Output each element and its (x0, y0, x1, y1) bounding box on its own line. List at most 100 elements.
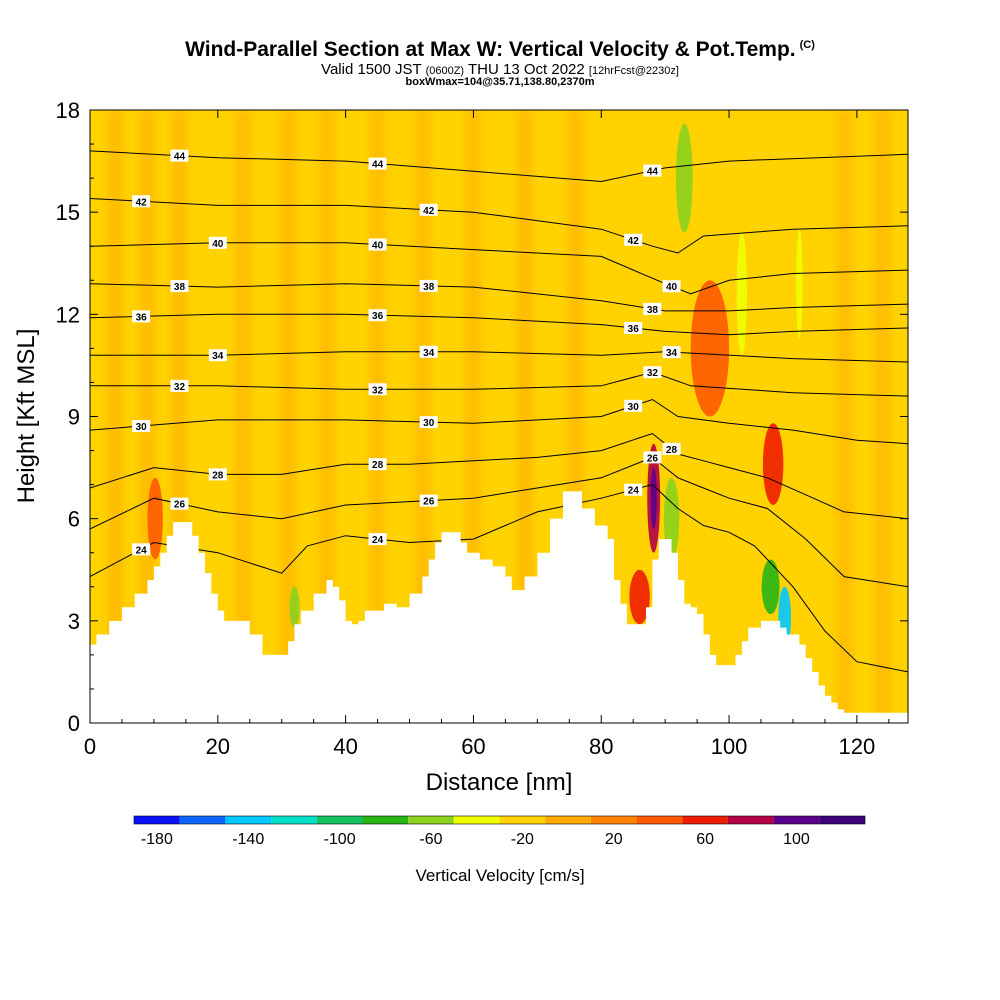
theta-contour-38 (90, 283, 908, 312)
theta-contour-44 (90, 150, 908, 183)
contour-label: 38 (423, 282, 435, 293)
contour-label: 36 (136, 312, 148, 323)
contour-label-bg (368, 238, 387, 251)
x-tick-label: 120 (839, 734, 876, 759)
theta-contour-26 (90, 456, 908, 588)
chart-title: Wind-Parallel Section at Max W: Vertical… (0, 38, 1000, 62)
weak-ascent-streak (516, 110, 533, 723)
x-tick-label: 80 (589, 734, 613, 759)
y-tick-label: 6 (68, 507, 80, 532)
contour-label: 32 (174, 382, 186, 393)
x-tick-label: 60 (461, 734, 485, 759)
contour-label: 44 (372, 160, 384, 171)
colorbar-swatch (590, 816, 637, 824)
contour-label-bg (624, 399, 643, 412)
contour-label-bg (419, 416, 438, 429)
theta-contour-34 (90, 351, 908, 363)
contour-label-bg (643, 164, 662, 177)
colorbar-tick-label: -180 (141, 831, 173, 848)
contour-label: 42 (628, 236, 640, 247)
contour-label-bg (368, 533, 387, 546)
contour-label: 44 (174, 152, 186, 163)
contour-label-bg (368, 458, 387, 471)
contour-label-bg (170, 379, 189, 392)
theta-contour-28 (90, 432, 908, 520)
x-axis-title: Distance [nm] (426, 769, 573, 796)
contour-label: 24 (628, 486, 640, 497)
contour-label: 32 (647, 368, 659, 379)
y-axis-title: Height [Kft MSL] (13, 329, 40, 504)
theta-contour-32 (90, 371, 908, 397)
valid-time: Valid 1500 JST (321, 61, 422, 78)
contour-label: 28 (666, 445, 678, 456)
weak-ascent-streak (235, 110, 252, 723)
contour-label: 34 (666, 348, 678, 359)
contour-label-bg (132, 543, 151, 556)
contour-label-bg (624, 321, 643, 334)
contour-label: 40 (372, 241, 384, 252)
velocity-streaks (107, 110, 891, 723)
chart-title-text: Wind-Parallel Section at Max W: Vertical… (185, 38, 796, 61)
contour-label-bg (170, 280, 189, 293)
weak-ascent-streak (874, 110, 891, 723)
contour-label: 26 (174, 500, 186, 511)
velocity-cell (650, 467, 657, 529)
contour-label: 34 (423, 348, 435, 359)
colorbar-tick-label: 20 (605, 831, 623, 848)
contour-label-bg (208, 468, 227, 481)
x-tick-label: 100 (711, 734, 748, 759)
forecast-info: [12hrFcst@2230z] (588, 65, 679, 77)
colorbar-swatch (362, 816, 409, 824)
contour-label: 36 (628, 324, 640, 335)
velocity-cell (796, 229, 803, 339)
colorbar-swatch (636, 816, 683, 824)
contour-label: 38 (174, 282, 186, 293)
theta-contour-labels: 24 24 24 26 26 26 28 28 28 30 30 30 32 32 32 34 34 34 36 36… (132, 149, 681, 556)
y-tick-label: 9 (68, 405, 80, 430)
terrain-mask (90, 491, 908, 723)
contour-label: 24 (136, 545, 148, 556)
y-tick-label: 12 (56, 302, 80, 327)
colorbar-swatch (773, 816, 820, 824)
velocity-cell (736, 232, 747, 356)
contour-label-bg (662, 346, 681, 359)
velocity-cell (762, 423, 784, 506)
contour-label-bg (643, 366, 662, 379)
colorbar-swatch (682, 816, 728, 824)
velocity-cell (676, 123, 693, 233)
theta-contours (90, 150, 908, 673)
contour-label-bg (624, 233, 643, 246)
contour-label-bg (368, 309, 387, 322)
valid-date: THU 13 Oct 2022 (468, 61, 585, 78)
colorbar-tick-label: 100 (783, 831, 810, 848)
copyright-mark: (C) (799, 39, 815, 51)
colorbar-swatch (179, 816, 226, 824)
chart-subtitle: Valid 1500 JST (0600Z) THU 13 Oct 2022 [… (0, 61, 1000, 78)
contour-label-bg (419, 203, 438, 216)
velocity-cell (761, 559, 780, 615)
weak-ascent-streak (318, 110, 335, 723)
velocity-cell (289, 586, 300, 628)
contour-label: 32 (372, 385, 384, 396)
contour-label-bg (368, 157, 387, 170)
contour-label-bg (419, 345, 438, 358)
colorbar-tick-label: -20 (511, 831, 534, 848)
y-tick-label: 0 (68, 711, 80, 736)
plot-area: 24 24 24 26 26 26 28 28 28 30 30 30 32 32 32 34 34 34 36 36… (90, 110, 908, 723)
contour-label-bg (624, 483, 643, 496)
contour-label: 30 (628, 402, 640, 413)
contour-label-bg (208, 236, 227, 249)
contour-label-bg (419, 279, 438, 292)
velocity-features (147, 123, 803, 649)
contour-label: 42 (136, 197, 148, 208)
velocity-cell (690, 280, 730, 417)
contour-label: 40 (666, 282, 678, 293)
contour-label: 36 (372, 311, 384, 322)
contour-label-bg (643, 451, 662, 464)
contour-label: 26 (423, 497, 435, 508)
contour-label-bg (662, 442, 681, 455)
colorbar-swatch (316, 816, 363, 824)
y-tick-label: 15 (56, 200, 80, 225)
box-info: boxWmax=104@35.71,138.80,2370m (405, 76, 595, 88)
colorbar-swatch (271, 816, 317, 824)
